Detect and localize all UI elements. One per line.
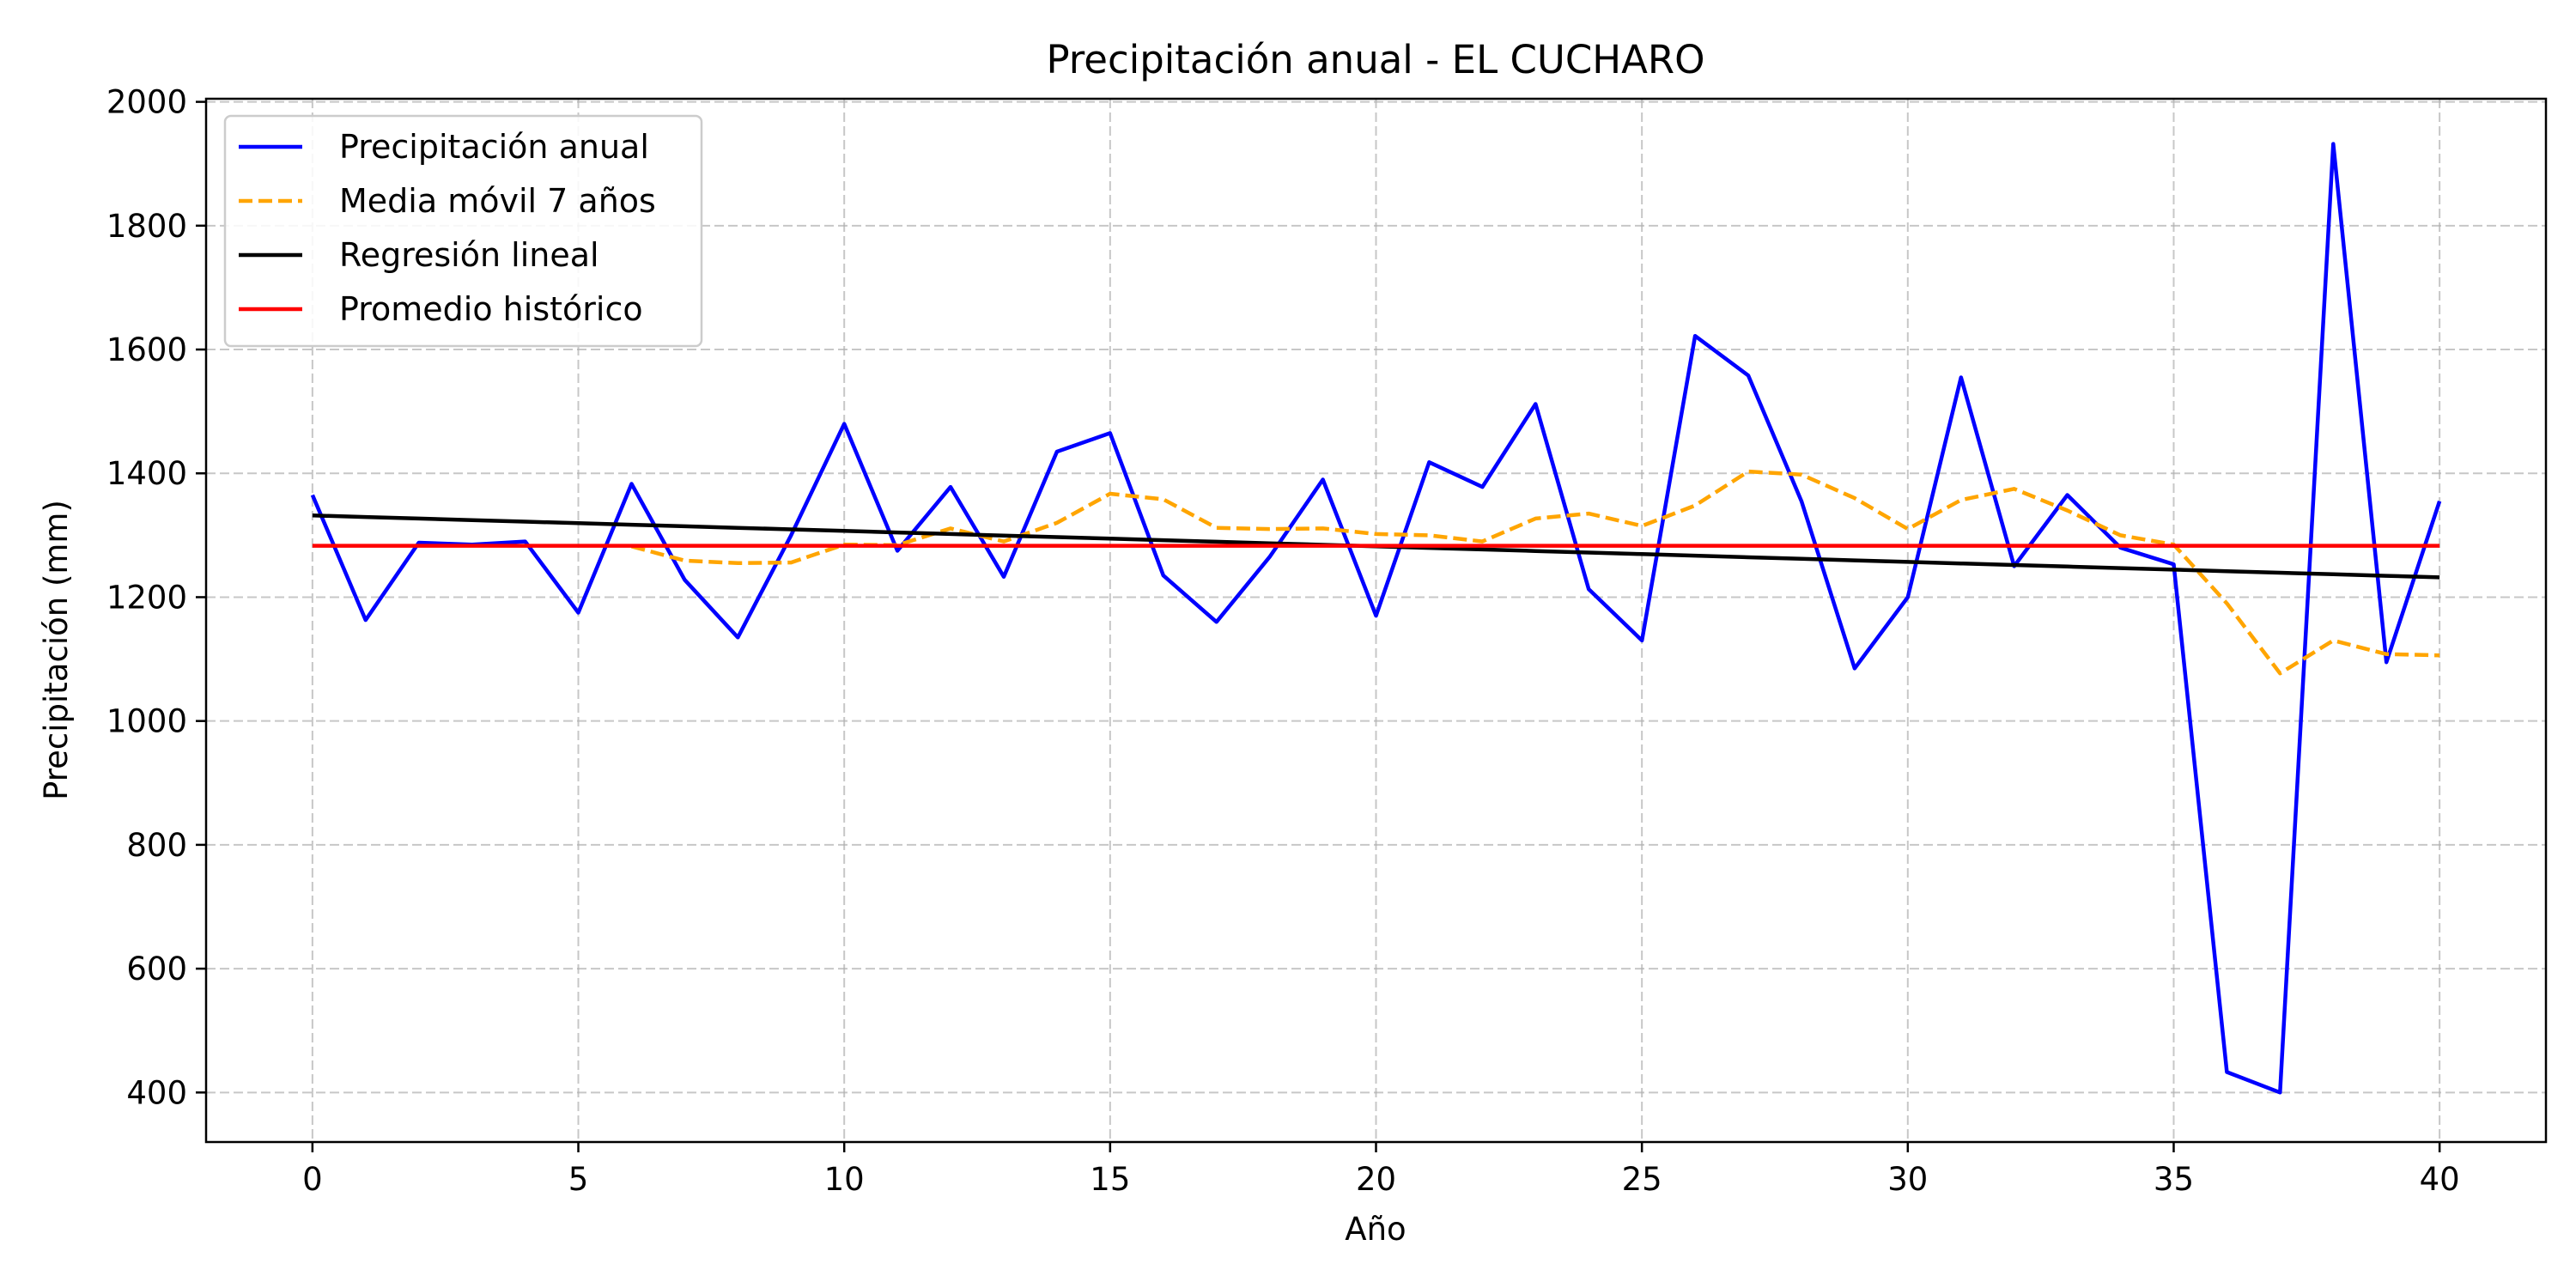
y-tick-label: 400 — [126, 1074, 187, 1111]
x-tick-label: 30 — [1887, 1161, 1928, 1198]
chart-title: Precipitación anual - EL CUCHARO — [1046, 37, 1704, 82]
y-tick-label: 1400 — [106, 455, 187, 492]
x-tick-label: 0 — [302, 1161, 323, 1198]
ticks: 0 5 10 15 20 25 30 35 40 400 600 800 1000 1200 1400 160… — [106, 84, 2460, 1198]
legend-box — [223, 114, 703, 348]
x-tick-label: 40 — [2420, 1161, 2460, 1198]
y-tick-label: 1200 — [106, 579, 187, 616]
y-axis-label: Precipitación (mm) — [38, 500, 75, 800]
y-tick-label: 2000 — [106, 84, 187, 121]
series-line-precipitacion-anual — [310, 142, 2442, 1095]
y-tick-label: 800 — [126, 827, 187, 864]
x-tick-label: 5 — [568, 1161, 589, 1198]
legend-label: Precipitación anual — [339, 128, 649, 166]
x-tick-label: 20 — [1356, 1161, 1396, 1198]
y-tick-label: 1600 — [106, 331, 187, 368]
x-tick-label: 25 — [1622, 1161, 1662, 1198]
legend-label: Promedio histórico — [339, 290, 643, 328]
legend: Precipitación anual Media móvil 7 años Reg… — [223, 114, 703, 348]
legend-label: Regresión lineal — [339, 236, 599, 274]
x-tick-label: 35 — [2154, 1161, 2194, 1198]
x-tick-label: 15 — [1090, 1161, 1130, 1198]
y-tick-label: 1000 — [106, 703, 187, 740]
x-axis-label: Año — [1345, 1211, 1406, 1248]
y-tick-label: 1800 — [106, 208, 187, 245]
x-tick-label: 10 — [824, 1161, 865, 1198]
legend-label: Media móvil 7 años — [339, 182, 656, 220]
y-tick-label: 600 — [126, 951, 187, 987]
series-layer — [310, 142, 2442, 1095]
